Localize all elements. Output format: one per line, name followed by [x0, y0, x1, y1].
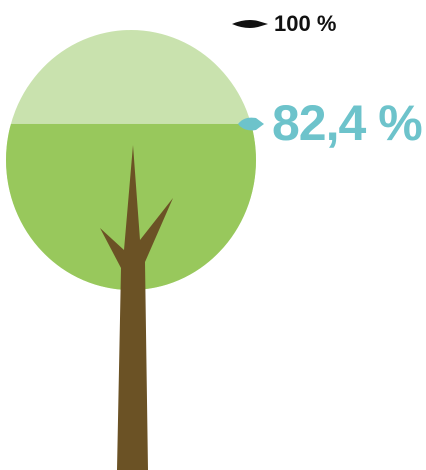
tick-marker — [232, 20, 268, 28]
value-label: 82,4 % — [272, 95, 422, 151]
tick-label: 100 % — [274, 11, 336, 36]
labels: 82,4 % 100 % — [232, 11, 422, 151]
chart: 82,4 % 100 % — [0, 0, 426, 470]
